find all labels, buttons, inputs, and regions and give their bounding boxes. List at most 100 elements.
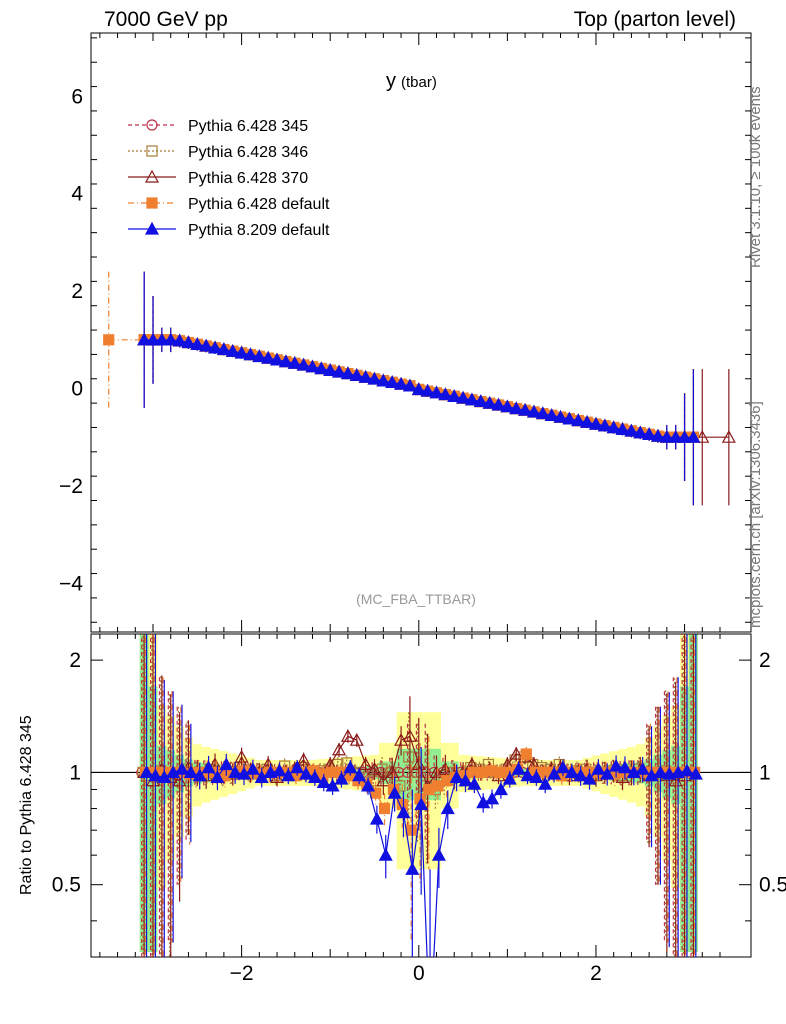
- data-point: [334, 771, 349, 785]
- data-point: [358, 757, 373, 771]
- data-point: [555, 760, 570, 774]
- data-point: [146, 197, 158, 209]
- data-point: [617, 760, 632, 774]
- data-point: [343, 760, 358, 774]
- data-point: [172, 773, 187, 787]
- data-point: [458, 773, 473, 787]
- data-point: [272, 763, 287, 777]
- data-point: [199, 338, 214, 352]
- main-y-tick-label: 4: [71, 183, 83, 206]
- legend-label: Pythia 6.428 370: [188, 170, 308, 187]
- data-point: [493, 782, 508, 796]
- data-point: [573, 768, 588, 782]
- data-point: [597, 418, 612, 432]
- data-point: [688, 766, 703, 780]
- legend-label: Pythia 6.428 346: [188, 144, 308, 161]
- data-point: [600, 766, 615, 780]
- data-point: [367, 371, 382, 385]
- data-point: [234, 345, 249, 359]
- data-point: [385, 765, 400, 779]
- ratio-y-tick-label-left: 0.5: [52, 874, 81, 897]
- data-point: [387, 785, 402, 799]
- data-point: [225, 343, 240, 357]
- data-point: [464, 392, 479, 406]
- x-tick-label: 0: [413, 962, 425, 985]
- axis-ticks: [91, 33, 751, 957]
- data-point: [340, 366, 355, 380]
- data-point: [144, 169, 160, 183]
- data-point: [378, 802, 391, 815]
- data-point: [520, 748, 532, 760]
- data-point: [146, 119, 158, 131]
- data-point: [278, 354, 293, 368]
- data-point: [252, 349, 267, 363]
- data-point: [270, 352, 285, 366]
- data-point: [518, 402, 533, 416]
- ratio-y-tick-label-left: 2: [69, 649, 81, 672]
- data-point: [482, 395, 497, 409]
- data-point: [296, 357, 311, 371]
- data-point: [154, 332, 169, 346]
- data-point: [650, 428, 665, 442]
- main-y-tick-label: 2: [71, 280, 83, 303]
- data-point: [299, 766, 314, 780]
- data-point: [564, 765, 579, 779]
- data-point: [588, 416, 603, 430]
- data-point: [174, 761, 190, 775]
- data-point: [500, 399, 515, 413]
- data-point: [216, 342, 231, 355]
- x-tick-label: −2: [230, 962, 254, 985]
- data-point: [376, 373, 391, 387]
- data-point: [369, 811, 384, 825]
- data-point: [314, 361, 329, 375]
- data-point: [411, 382, 426, 396]
- rivet-version-label: Rivet 3.1.10, ≥ 100k events: [747, 86, 764, 268]
- main-y-tick-label: 6: [71, 85, 83, 108]
- ratio-y-tick-label-right: 0.5: [759, 874, 786, 897]
- data-point: [677, 429, 692, 443]
- data-point: [352, 768, 367, 782]
- main-y-tick-label: −2: [59, 475, 83, 498]
- data-point: [467, 776, 482, 790]
- data-point: [606, 420, 621, 434]
- data-point: [529, 770, 544, 783]
- x-tick-label: 2: [590, 962, 602, 985]
- legend-label: Pythia 6.428 default: [188, 196, 330, 213]
- data-point: [261, 350, 276, 364]
- data-point: [367, 761, 382, 775]
- data-point: [137, 332, 152, 346]
- data-point: [526, 404, 541, 418]
- data-point: [234, 749, 249, 763]
- data-point: [562, 411, 577, 425]
- ratio-y-tick-label-right: 2: [759, 649, 771, 672]
- data-point: [402, 378, 417, 392]
- data-point: [447, 389, 462, 402]
- data-point: [144, 221, 160, 235]
- data-point: [485, 791, 500, 805]
- data-point: [642, 427, 657, 440]
- band-green: [396, 748, 406, 801]
- mcplots-label: mcplots.cern.ch [arXiv:1306.3436]: [747, 401, 764, 628]
- legend-label: Pythia 8.209 default: [188, 222, 330, 239]
- data-point: [491, 397, 506, 411]
- data-point: [420, 383, 435, 397]
- data-point: [183, 765, 198, 779]
- data-point: [281, 768, 296, 782]
- ratio-y-tick-label-right: 1: [759, 761, 771, 784]
- data-point: [316, 775, 331, 789]
- data-point: [394, 732, 409, 746]
- data-point: [668, 429, 683, 443]
- data-point: [403, 751, 415, 763]
- data-point: [414, 797, 429, 811]
- analysis-label: (MC_FBA_TTBAR): [356, 591, 476, 607]
- data-point: [192, 768, 207, 782]
- data-point: [139, 765, 154, 779]
- data-point: [243, 347, 258, 361]
- data-point: [535, 406, 550, 420]
- data-point: [679, 763, 694, 777]
- data-point: [323, 363, 338, 376]
- legend-label: Pythia 6.428 345: [188, 118, 308, 135]
- data-point: [296, 752, 311, 766]
- data-point: [633, 425, 648, 439]
